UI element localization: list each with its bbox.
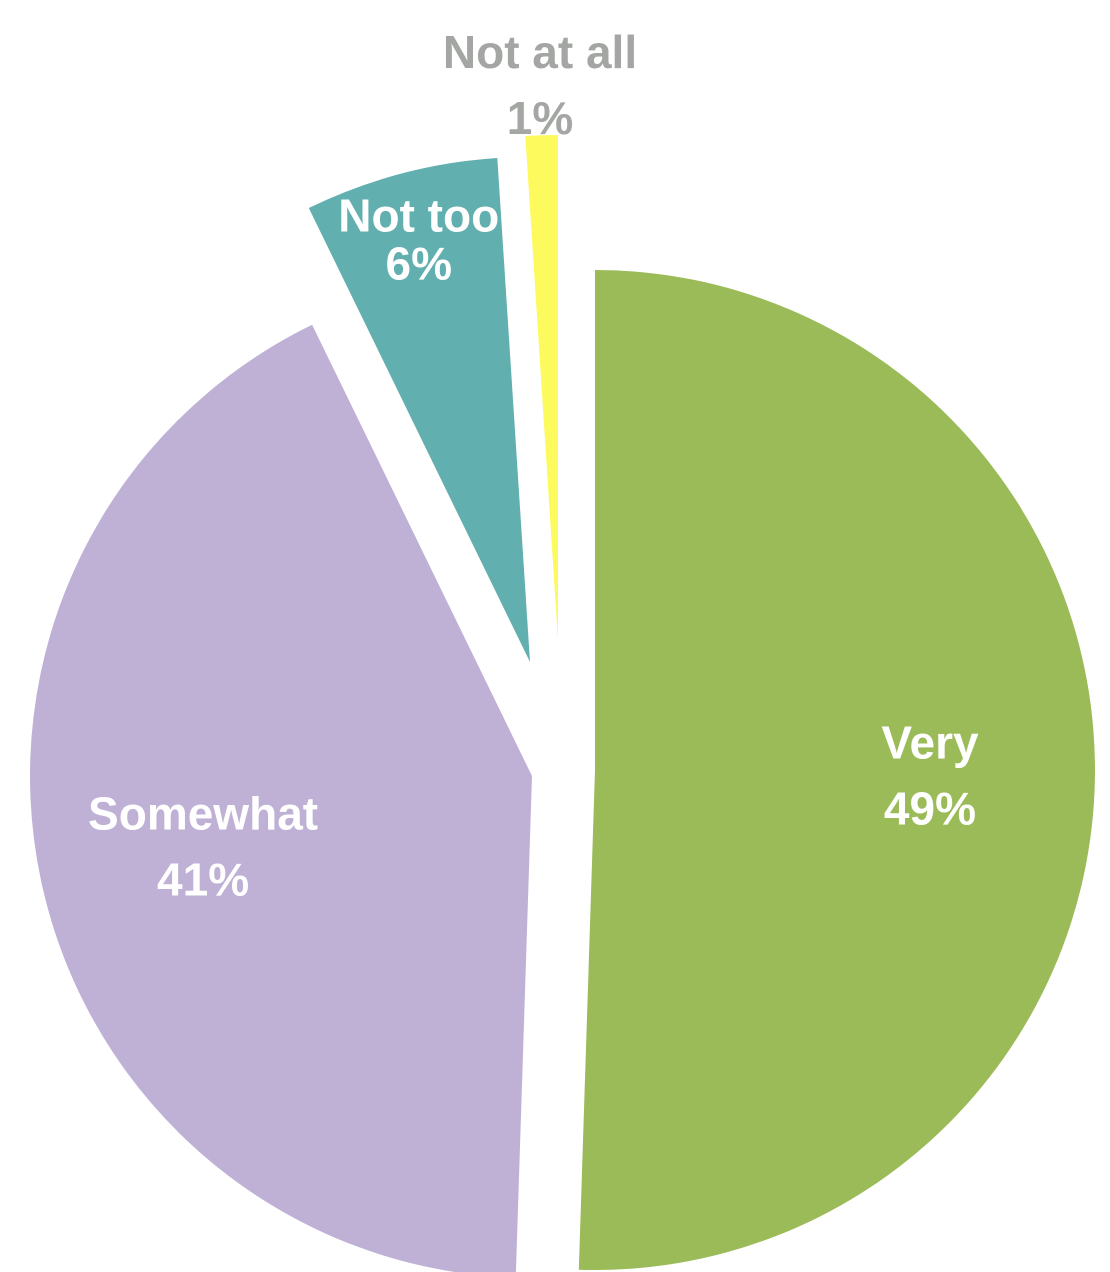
slice-label-somewhat: Somewhat (88, 787, 318, 839)
pie-slices (30, 135, 1095, 1272)
pie-slice-not-too (308, 158, 530, 662)
slice-value-not-too: 6% (385, 237, 451, 289)
slice-label-not-at-all: Not at all (443, 26, 637, 78)
slice-value-very: 49% (884, 783, 976, 835)
slice-value-not-at-all: 1% (507, 92, 573, 144)
pie-slice-somewhat (30, 324, 532, 1272)
pie-slice-not-at-all (525, 135, 558, 640)
slice-label-very: Very (881, 717, 979, 769)
slice-value-somewhat: 41% (157, 853, 249, 905)
slice-label-not-too: Not too (338, 189, 499, 241)
pie-slice-very (578, 270, 1095, 1270)
